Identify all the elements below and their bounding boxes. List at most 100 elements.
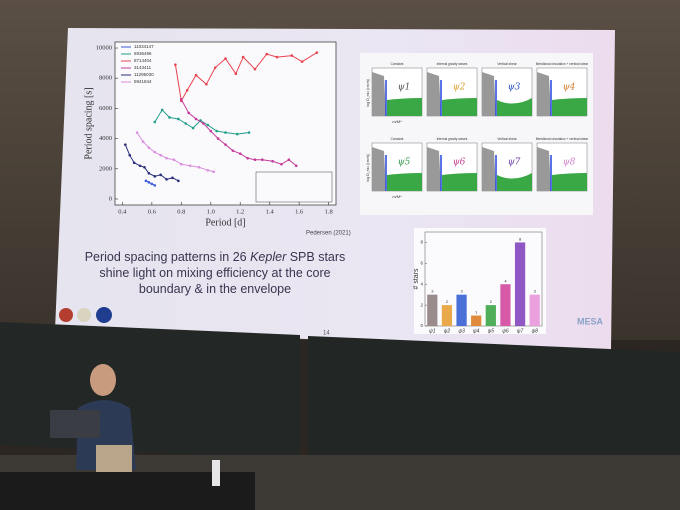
core-region [427,72,441,116]
logos [59,307,112,323]
mixing-panel: Internal gravity waves ψ2 [426,62,478,117]
x-tick-label: 1.6 [295,208,304,215]
series-point [261,158,264,162]
lectern [0,410,255,510]
bar-value-label: 2 [490,299,493,304]
series-point [144,179,148,183]
mixing-panel: Constant ψ5 log D_mix [cm²/s] m/M* [366,137,423,199]
series-point [141,140,145,143]
core-region [482,147,496,191]
envelope-region [442,173,477,191]
bar [471,315,482,326]
series-point [187,111,190,115]
series-point [280,162,283,166]
series-point [234,72,238,75]
series-point [194,73,198,77]
series-point [253,67,257,71]
series-point [216,137,220,140]
panel-title: Vertical shear [497,62,517,66]
caption-part: Kepler [250,250,287,264]
caption-part: Period spacing patterns in 26 [85,250,250,264]
envelope-region [497,98,532,116]
panel-title: Meridional circulation + vertical shear [536,62,589,66]
x-tick-label: 1.4 [266,208,275,215]
panel-label: ψ4 [563,83,576,93]
series-point [235,132,239,136]
mixing-panel: Vertical shear ψ3 [481,62,533,117]
panel-label: ψ3 [508,83,521,93]
core-region [372,147,386,191]
panels-y-label: log D_mix [cm²/s] [366,154,370,181]
panel-label: ψ5 [398,158,411,168]
series-point [165,156,168,160]
panels-x-label: m/M* [392,119,402,124]
bar [529,294,540,326]
caption-part: SPB stars [286,250,345,264]
panel-label: ψ2 [453,83,466,93]
series-point [165,178,168,181]
legend-label: 11295030 [134,72,154,77]
x-tick-label: ψ3 [458,328,465,334]
series-point [153,184,157,187]
series-point [206,123,210,127]
series-point [194,117,198,121]
x-tick-label: ψ8 [531,328,538,334]
series-point [153,175,157,178]
series-point [143,165,146,169]
series-line [180,99,297,167]
bar-value-label: 3 [460,289,463,294]
x-tick-label: ψ6 [502,328,509,334]
y-axis-label: # stars [413,268,420,290]
series-point [253,158,257,162]
series-point [294,164,298,168]
series-point [224,57,227,60]
legend-label: 8714404 [134,58,152,63]
panel-label: ψ1 [398,83,411,93]
series-point [150,182,154,186]
series-point [153,120,157,124]
bar-value-label: 1 [475,310,478,315]
series-point [147,181,151,184]
series-point [213,66,217,69]
bar [441,305,453,326]
bar [514,242,526,326]
series-point [246,156,249,160]
series-point [185,88,189,92]
series-point [124,143,127,146]
caption-part: shine light on mixing efficiency at the … [99,266,330,280]
x-axis-label: Period [d] [205,217,245,228]
x-tick-label: 1.2 [236,208,244,215]
series-point [160,108,164,112]
x-tick-label: ψ7 [517,328,524,334]
panel-title: Meridional circulation + vertical shear [536,137,589,141]
x-tick-label: 0.8 [177,208,185,215]
series-point [290,54,294,57]
envelope-region [387,173,422,191]
series-point [300,60,304,63]
series-point [174,63,177,66]
series-point [191,126,195,130]
series-point [202,122,205,125]
series-line [136,132,214,173]
series-point [180,98,183,101]
series-point [172,158,176,162]
series-point [128,153,132,157]
y-tick-label: 4 [420,281,423,286]
y-tick-label: 0 [420,323,423,328]
series-point [271,159,274,163]
series-point [224,143,227,146]
panel-label: ψ6 [453,158,466,168]
series-point [238,152,242,155]
bar [485,305,496,326]
panel-title: Vertical shear [497,137,517,141]
y-tick-label: 6000 [99,105,112,112]
y-tick-label: 4000 [99,135,112,142]
y-tick-label: 8000 [99,75,112,82]
series-point [138,164,142,168]
core-region [372,72,386,116]
x-tick-label: ψ4 [473,328,480,334]
y-tick-label: 10000 [96,45,112,52]
series-point [177,179,180,183]
series-point [159,153,162,157]
